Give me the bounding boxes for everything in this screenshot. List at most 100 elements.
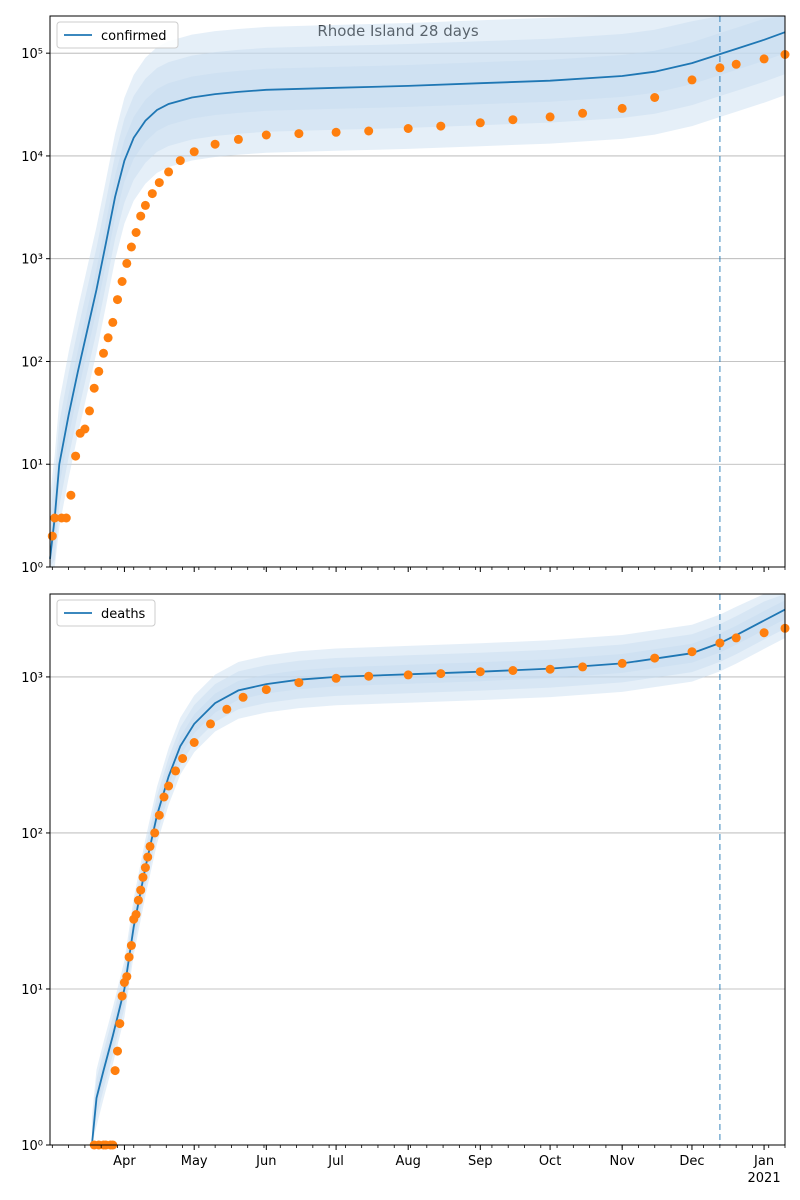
confirmed-model (49, 31, 786, 560)
deaths-observed-point (178, 754, 188, 763)
confirmed-axes: 10⁰ 10¹ 10² 10³ 10⁴ 10⁵ (21, 15, 786, 576)
confirmed-ytick-label: 10⁴ (21, 150, 43, 165)
confirmed-legend: confirmed (56, 21, 179, 49)
deaths-legend: deaths (56, 599, 156, 627)
deaths-observed-point (154, 810, 164, 820)
deaths-observed-point (150, 828, 160, 838)
deaths-grid (50, 676, 785, 1146)
confirmed-observed-point (66, 490, 76, 500)
deaths-observed-point (759, 628, 769, 638)
deaths-observed-point (545, 664, 555, 674)
deaths-observed-point (206, 719, 215, 729)
confirmed-uncertainty-band (50, 16, 785, 567)
confirmed-uncertainty-band (50, 16, 785, 567)
deaths-legend-label: deaths (101, 607, 146, 622)
confirmed-observed-point (164, 167, 174, 177)
confirmed-bands (50, 16, 785, 567)
confirmed-observed-point (731, 59, 741, 69)
deaths-uncertainty-band (91, 594, 785, 1145)
confirmed-observed-point (94, 366, 104, 376)
deaths-xtick-label: Dec (679, 1154, 704, 1169)
confirmed-observed-point (108, 317, 118, 327)
deaths-observed-point (143, 852, 153, 862)
confirmed-model-line (49, 31, 786, 560)
confirmed-panel: 10⁰ 10¹ 10² 10³ 10⁴ 10⁵ confirmed (21, 15, 790, 576)
confirmed-observed-point (261, 130, 271, 140)
confirmed-legend-box (56, 21, 179, 49)
confirmed-observed-point (140, 200, 150, 210)
deaths-observed-point (113, 1046, 122, 1056)
deaths-observed-point (238, 692, 248, 702)
deaths-observed-point (715, 638, 725, 648)
confirmed-observed-point (117, 277, 127, 286)
confirmed-observed-point (475, 118, 485, 128)
confirmed-observed-point (136, 211, 146, 221)
confirmed-observed-point (71, 451, 81, 461)
confirmed-ytick-label: 10¹ (21, 458, 43, 473)
deaths-xyear-label: 2021 (748, 1171, 781, 1186)
deaths-xtick-label: Aug (396, 1154, 421, 1169)
confirmed-observed-point (103, 333, 113, 343)
deaths-observed-point (140, 863, 150, 873)
confirmed-observed-point (508, 115, 518, 125)
deaths-observed-point (436, 669, 446, 679)
deaths-ytick-label: 10⁰ (21, 1139, 43, 1154)
confirmed-legend-label: confirmed (101, 29, 167, 44)
deaths-observed-point (261, 685, 271, 695)
deaths-observed-point (164, 781, 174, 791)
deaths-ytick-label: 10³ (21, 671, 43, 686)
confirmed-observed-point (50, 513, 60, 523)
deaths-xtick-label: Jul (327, 1154, 344, 1169)
confirmed-observed-point (715, 63, 725, 73)
deaths-observed-point (617, 658, 627, 668)
deaths-observed-point (294, 678, 304, 688)
confirmed-observed-point (113, 295, 122, 305)
deaths-xtick-label: Sep (468, 1154, 493, 1169)
confirmed-observed-point (61, 513, 71, 523)
deaths-observed-point (578, 662, 588, 672)
deaths-observed-point (475, 667, 485, 677)
confirmed-ytick-label: 10⁵ (21, 47, 43, 62)
confirmed-uncertainty-band (50, 16, 785, 567)
deaths-observed-point (115, 1019, 125, 1029)
deaths-observed-point (131, 910, 141, 919)
deaths-observed-point (126, 941, 136, 950)
deaths-uncertainty-band (91, 594, 785, 1145)
deaths-xtick-label: Jan (753, 1154, 774, 1169)
confirmed-observed-point (122, 258, 132, 268)
confirmed-observed-point (233, 134, 243, 144)
confirmed-observed-point (331, 127, 341, 137)
confirmed-observed-point (436, 121, 446, 131)
confirmed-observed-point (650, 93, 660, 102)
deaths-ytick-label: 10² (21, 827, 43, 842)
confirmed-observed-point (687, 75, 697, 85)
deaths-observed-point (687, 647, 697, 657)
deaths-observed-point (124, 952, 134, 962)
deaths-observed-point (731, 633, 741, 643)
deaths-observed-point (159, 792, 169, 802)
deaths-observed-point (136, 885, 146, 895)
confirmed-ytick-label: 10⁰ (21, 561, 43, 576)
confirmed-observed-point (617, 103, 627, 113)
figure-title: Rhode Island 28 days (317, 22, 478, 40)
confirmed-observed-point (759, 54, 769, 64)
confirmed-observed-point (545, 112, 555, 122)
deaths-observed-point (122, 972, 132, 982)
deaths-observed-point (364, 671, 374, 681)
confirmed-observed-point (294, 129, 304, 139)
deaths-bands (91, 594, 785, 1145)
deaths-observed-point (133, 895, 143, 905)
deaths-frame (49, 593, 786, 1146)
deaths-observed-point (508, 666, 518, 675)
deaths-observed-point (138, 872, 148, 882)
confirmed-observed-point (364, 126, 374, 136)
confirmed-observed-point (131, 228, 141, 237)
deaths-xtick-label: Apr (113, 1154, 136, 1169)
confirmed-observed-point (126, 242, 136, 252)
deaths-observed-point (331, 673, 341, 683)
deaths-axes: 10⁰ 10¹ 10² 10³ Apr May Jun Jul Aug Sep Oct Nov Dec J… (21, 593, 786, 1186)
deaths-legend-box (56, 599, 156, 627)
confirmed-ytick-label: 10² (21, 355, 43, 370)
confirmed-ytick-label: 10³ (21, 253, 43, 268)
confirmed-observed-point (189, 147, 199, 157)
